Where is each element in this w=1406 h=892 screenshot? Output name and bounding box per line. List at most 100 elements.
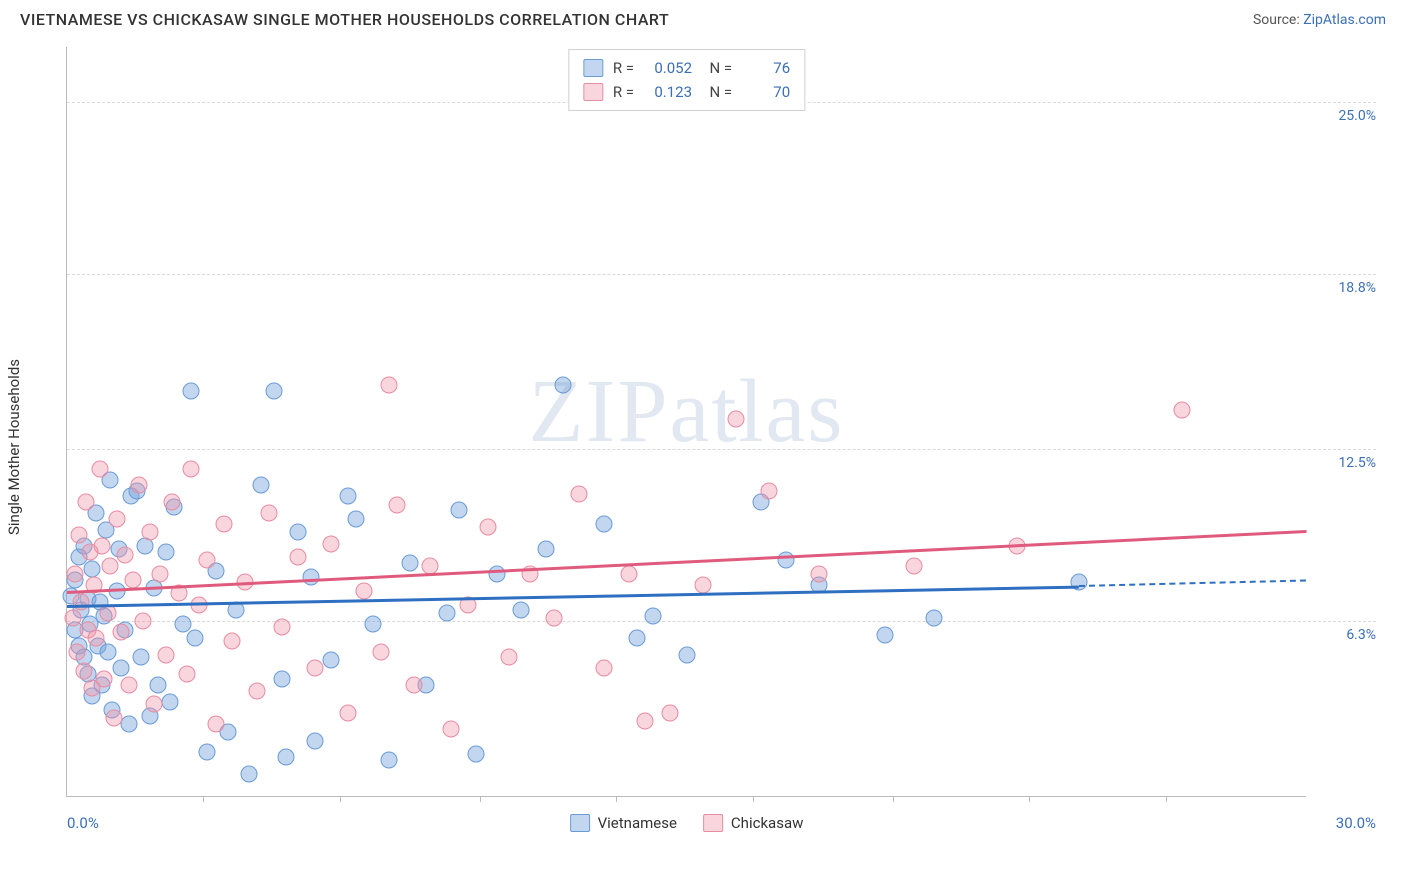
- scatter-point: [645, 607, 662, 624]
- scatter-point: [75, 663, 92, 680]
- correlation-legend: R =0.052 N =76R =0.123 N =70: [568, 49, 805, 111]
- chart-area: Single Mother Households ZIPatlas R =0.0…: [20, 37, 1386, 857]
- x-axis-max: 30.0%: [1336, 814, 1376, 832]
- scatter-point: [77, 493, 94, 510]
- watermark-atlas: atlas: [670, 362, 845, 461]
- scatter-point: [178, 665, 195, 682]
- scatter-point: [480, 518, 497, 535]
- scatter-point: [94, 538, 111, 555]
- series-legend: Vietnamese Chickasaw: [570, 814, 804, 832]
- x-tick: [616, 796, 617, 802]
- scatter-point: [290, 524, 307, 541]
- scatter-point: [73, 593, 90, 610]
- x-tick: [480, 796, 481, 802]
- scatter-point: [488, 566, 505, 583]
- scatter-point: [364, 616, 381, 633]
- scatter-point: [207, 715, 224, 732]
- legend-item: Vietnamese: [570, 814, 677, 832]
- scatter-point: [513, 602, 530, 619]
- legend-r-value: 0.052: [644, 56, 692, 80]
- scatter-point: [339, 488, 356, 505]
- scatter-point: [620, 566, 637, 583]
- scatter-point: [182, 460, 199, 477]
- watermark: ZIPatlas: [529, 360, 845, 463]
- scatter-point: [108, 510, 125, 527]
- scatter-point: [83, 560, 100, 577]
- legend-row: R =0.123 N =70: [583, 80, 790, 104]
- scatter-point: [240, 765, 257, 782]
- scatter-point: [571, 485, 588, 502]
- x-tick: [1166, 796, 1167, 802]
- y-tick-label: 6.3%: [1346, 627, 1376, 643]
- legend-label: Chickasaw: [731, 814, 803, 832]
- scatter-point: [187, 629, 204, 646]
- scatter-point: [116, 546, 133, 563]
- scatter-point: [164, 493, 181, 510]
- legend-n-value: 70: [742, 80, 790, 104]
- scatter-point: [120, 677, 137, 694]
- scatter-point: [120, 715, 137, 732]
- scatter-point: [100, 643, 117, 660]
- scatter-point: [323, 652, 340, 669]
- scatter-point: [174, 616, 191, 633]
- scatter-point: [306, 732, 323, 749]
- scatter-point: [290, 549, 307, 566]
- source-prefix: Source:: [1253, 12, 1303, 28]
- scatter-point: [306, 660, 323, 677]
- x-tick: [340, 796, 341, 802]
- source-link[interactable]: ZipAtlas.com: [1303, 12, 1386, 28]
- scatter-point: [339, 704, 356, 721]
- gridline: [67, 274, 1376, 275]
- scatter-point: [438, 604, 455, 621]
- scatter-point: [102, 557, 119, 574]
- scatter-point: [158, 646, 175, 663]
- y-tick-label: 18.8%: [1338, 280, 1376, 296]
- scatter-point: [106, 710, 123, 727]
- legend-swatch: [583, 83, 603, 101]
- scatter-point: [199, 552, 216, 569]
- chart-header: VIETNAMESE VS CHICKASAW SINGLE MOTHER HO…: [0, 0, 1406, 37]
- scatter-point: [500, 649, 517, 666]
- scatter-point: [389, 496, 406, 513]
- plot-region: ZIPatlas R =0.052 N =76R =0.123 N =70 0.…: [66, 47, 1306, 797]
- scatter-point: [273, 618, 290, 635]
- scatter-point: [261, 505, 278, 522]
- scatter-point: [224, 632, 241, 649]
- scatter-point: [162, 693, 179, 710]
- y-tick-label: 25.0%: [1338, 108, 1376, 124]
- scatter-point: [131, 477, 148, 494]
- scatter-point: [215, 516, 232, 533]
- legend-label: Vietnamese: [598, 814, 677, 832]
- chart-source: Source: ZipAtlas.com: [1253, 12, 1386, 28]
- legend-swatch: [570, 814, 590, 832]
- scatter-point: [443, 721, 460, 738]
- scatter-point: [158, 543, 175, 560]
- scatter-point: [92, 460, 109, 477]
- scatter-point: [405, 677, 422, 694]
- scatter-point: [876, 627, 893, 644]
- scatter-point: [145, 696, 162, 713]
- scatter-point: [637, 713, 654, 730]
- scatter-point: [348, 510, 365, 527]
- scatter-point: [302, 568, 319, 585]
- scatter-point: [1174, 402, 1191, 419]
- scatter-point: [926, 610, 943, 627]
- scatter-point: [381, 751, 398, 768]
- x-tick: [893, 796, 894, 802]
- scatter-point: [422, 557, 439, 574]
- scatter-point: [546, 610, 563, 627]
- legend-row: R =0.052 N =76: [583, 56, 790, 80]
- legend-n-value: 76: [742, 56, 790, 80]
- scatter-point: [761, 482, 778, 499]
- legend-n-label: N =: [702, 56, 732, 80]
- legend-r-value: 0.123: [644, 80, 692, 104]
- scatter-point: [125, 571, 142, 588]
- scatter-point: [728, 410, 745, 427]
- scatter-point: [65, 610, 82, 627]
- scatter-point: [401, 554, 418, 571]
- scatter-point: [905, 557, 922, 574]
- scatter-point: [381, 377, 398, 394]
- legend-swatch: [703, 814, 723, 832]
- legend-item: Chickasaw: [703, 814, 803, 832]
- scatter-point: [356, 582, 373, 599]
